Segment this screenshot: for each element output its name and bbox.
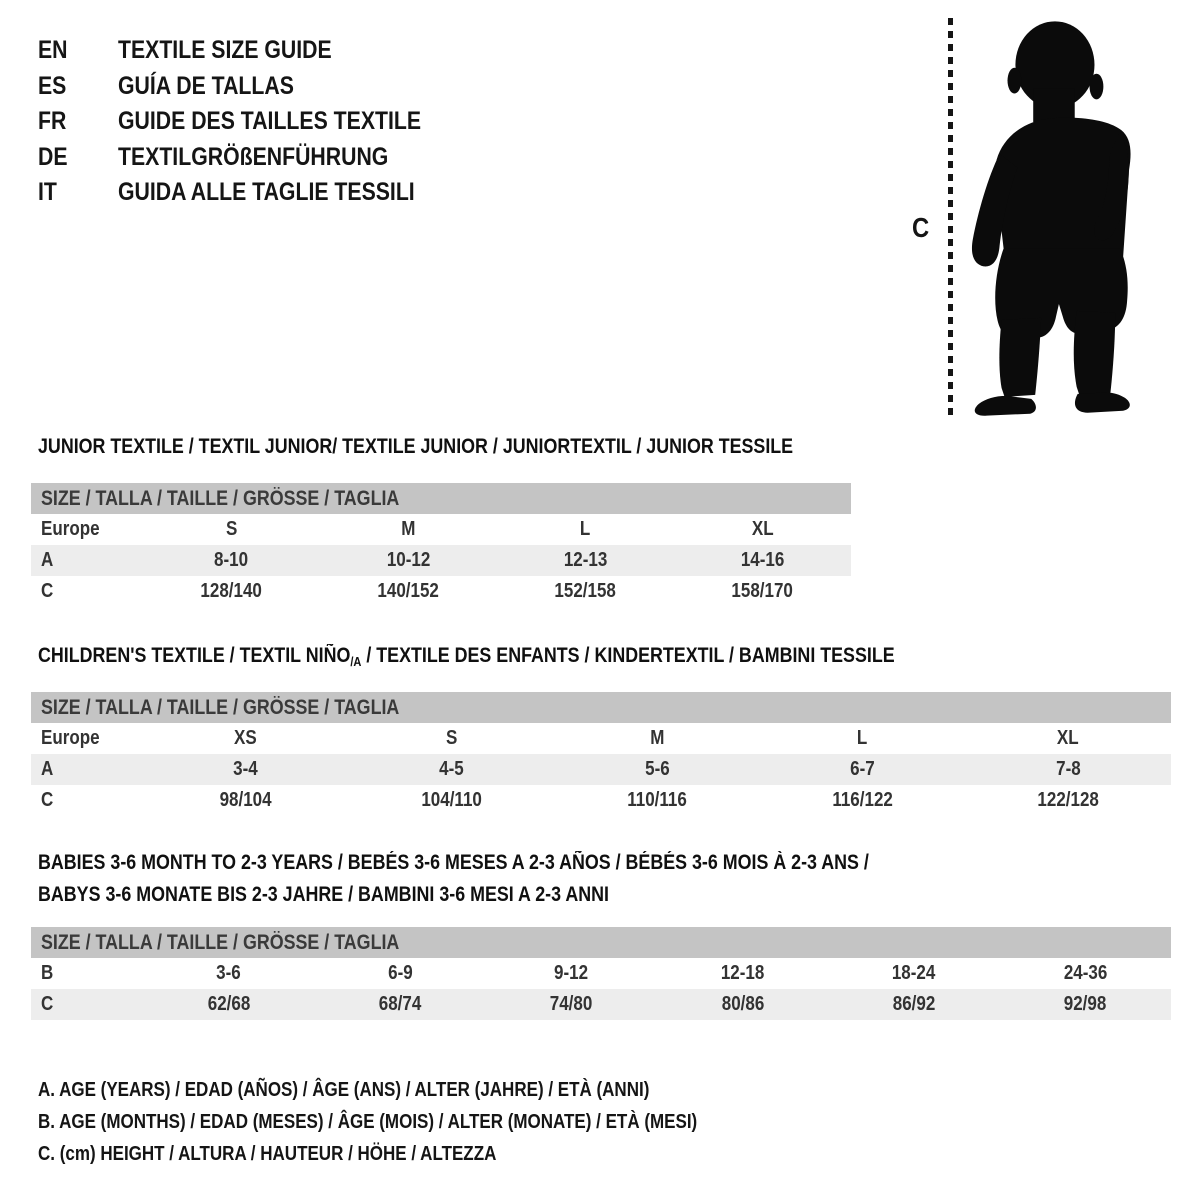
table-cell: S: [445, 727, 458, 749]
language-code: EN: [38, 36, 68, 65]
table-row-europe: Europe XS S M L XL: [31, 723, 1171, 754]
table-row-age: A 8-10 10-12 12-13 14-16: [31, 545, 851, 576]
table-cell: 92/98: [1064, 993, 1107, 1015]
language-code: ES: [38, 71, 67, 100]
language-row-it: IT GUIDA ALLE TAGLIE TESSILI: [38, 175, 475, 211]
table-cell: 80/86: [721, 993, 764, 1015]
table-cell: L: [857, 727, 868, 749]
row-label: C: [41, 993, 54, 1015]
language-title: GUÍA DE TALLAS: [118, 71, 294, 100]
table-cell: 140/152: [377, 580, 440, 602]
table-cell: 128/140: [200, 580, 263, 602]
table-cell: 152/158: [554, 580, 617, 602]
table-cell: 122/128: [1037, 789, 1099, 811]
junior-size-table: SIZE / TALLA / TAILLE / GRÖSSE / TAGLIA …: [31, 483, 851, 607]
language-title: TEXTILGRÖßENFÜHRUNG: [118, 142, 389, 171]
row-label: C: [41, 789, 54, 811]
table-cell: 62/68: [207, 993, 250, 1015]
table-cell: 12-13: [563, 549, 608, 571]
table-cell: XS: [234, 727, 258, 749]
table-cell: XL: [1057, 727, 1080, 749]
language-title: GUIDE DES TAILLES TEXTILE: [118, 107, 422, 136]
table-cell: 4-5: [439, 758, 464, 780]
table-cell: 24-36: [1063, 962, 1108, 984]
language-row-es: ES GUÍA DE TALLAS: [38, 69, 475, 105]
table-row-months: B 3-6 6-9 9-12 12-18 18-24 24-36: [31, 958, 1171, 989]
table-cell: S: [225, 518, 238, 540]
toddler-silhouette: [971, 21, 1131, 416]
language-row-de: DE TEXTILGRÖßENFÜHRUNG: [38, 140, 475, 176]
size-header-band: SIZE / TALLA / TAILLE / GRÖSSE / TAGLIA: [31, 692, 1171, 723]
table-row-height: C 128/140 140/152 152/158 158/170: [31, 576, 851, 607]
babies-size-table: SIZE / TALLA / TAILLE / GRÖSSE / TAGLIA …: [31, 927, 1171, 1020]
size-header-band: SIZE / TALLA / TAILLE / GRÖSSE / TAGLIA: [31, 927, 1171, 958]
table-row-europe: Europe S M L XL: [31, 514, 851, 545]
language-title: TEXTILE SIZE GUIDE: [118, 36, 332, 65]
junior-section-title: JUNIOR TEXTILE / TEXTIL JUNIOR/ TEXTILE …: [38, 435, 794, 458]
table-cell: XL: [751, 518, 774, 540]
children-size-table: SIZE / TALLA / TAILLE / GRÖSSE / TAGLIA …: [31, 692, 1171, 816]
table-cell: 12-18: [720, 962, 765, 984]
row-label: Europe: [41, 727, 100, 749]
table-cell: 3-6: [216, 962, 241, 984]
table-cell: 14-16: [740, 549, 785, 571]
language-row-fr: FR GUIDE DES TAILLES TEXTILE: [38, 104, 475, 140]
height-measure-label: C: [912, 212, 930, 243]
nino-a-subscript: /A: [350, 654, 362, 669]
row-label: A: [41, 758, 54, 780]
row-label: C: [41, 580, 54, 602]
table-row-height: C 62/68 68/74 74/80 80/86 86/92 92/98: [31, 989, 1171, 1020]
table-cell: 74/80: [550, 993, 593, 1015]
table-cell: 98/104: [219, 789, 272, 811]
table-cell: 18-24: [892, 962, 936, 984]
legend-line-a: A. AGE (YEARS) / EDAD (AÑOS) / ÂGE (ANS)…: [38, 1078, 650, 1101]
table-cell: 104/110: [421, 789, 482, 811]
language-title: GUIDA ALLE TAGLIE TESSILI: [118, 178, 415, 207]
table-row-height: C 98/104 104/110 110/116 116/122 122/128: [31, 785, 1171, 816]
table-cell: 7-8: [1055, 758, 1081, 780]
legend: A. AGE (YEARS) / EDAD (AÑOS) / ÂGE (ANS)…: [38, 1074, 814, 1170]
language-code: IT: [38, 178, 57, 207]
language-row-en: EN TEXTILE SIZE GUIDE: [38, 33, 475, 69]
table-cell: 9-12: [554, 962, 589, 984]
height-dashed-line: [948, 18, 953, 416]
children-section-title: CHILDREN'S TEXTILE / TEXTIL NIÑO/A / TEX…: [38, 644, 895, 669]
legend-line-b: B. AGE (MONTHS) / EDAD (MESES) / ÂGE (MO…: [38, 1110, 698, 1133]
table-cell: 158/170: [731, 580, 794, 602]
table-cell: 10-12: [386, 549, 431, 571]
table-cell: 68/74: [378, 993, 422, 1015]
table-cell: 86/92: [892, 993, 936, 1015]
table-cell: M: [401, 518, 416, 540]
babies-section-title-line2: BABYS 3-6 MONATE BIS 2-3 JAHRE / BAMBINI…: [38, 883, 609, 906]
table-cell: 110/116: [627, 789, 687, 811]
table-cell: 3-4: [233, 758, 259, 780]
babies-section-title-line1: BABIES 3-6 MONTH TO 2-3 YEARS / BEBÉS 3-…: [38, 851, 869, 874]
language-code: DE: [38, 142, 68, 171]
row-label: A: [41, 549, 54, 571]
table-cell: M: [649, 727, 665, 749]
table-cell: 6-7: [850, 758, 875, 780]
table-cell: 6-9: [387, 962, 413, 984]
legend-line-c: C. (cm) HEIGHT / ALTURA / HAUTEUR / HÖHE…: [38, 1142, 497, 1165]
table-cell: 8-10: [214, 549, 249, 571]
language-code: FR: [38, 107, 67, 136]
table-cell: L: [580, 518, 591, 540]
size-header-band: SIZE / TALLA / TAILLE / GRÖSSE / TAGLIA: [31, 483, 851, 514]
language-list: EN TEXTILE SIZE GUIDE ES GUÍA DE TALLAS …: [38, 33, 475, 211]
row-label: Europe: [41, 518, 100, 540]
row-label: B: [41, 962, 54, 984]
table-row-age: A 3-4 4-5 5-6 6-7 7-8: [31, 754, 1171, 785]
table-cell: 5-6: [644, 758, 670, 780]
table-cell: 116/122: [832, 789, 893, 811]
